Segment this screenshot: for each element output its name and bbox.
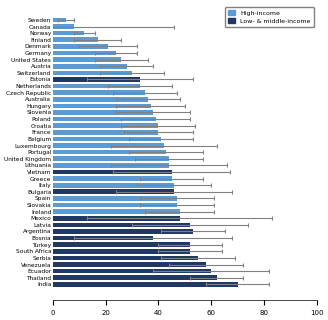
Bar <box>53 216 180 220</box>
Bar <box>53 77 140 82</box>
Bar <box>53 276 216 280</box>
Bar <box>53 37 98 42</box>
Bar <box>53 110 153 115</box>
Bar <box>53 189 174 194</box>
Bar <box>53 18 66 22</box>
Bar <box>53 163 169 168</box>
Bar <box>53 143 164 148</box>
Bar <box>53 130 158 135</box>
Bar <box>53 176 172 181</box>
Bar <box>53 64 127 68</box>
Bar <box>53 156 169 161</box>
Bar <box>53 124 158 128</box>
Legend: High-income, Low- & middle-income: High-income, Low- & middle-income <box>225 7 314 27</box>
Bar <box>53 229 193 234</box>
Bar <box>53 84 140 88</box>
Bar <box>53 256 198 260</box>
Bar <box>53 222 190 227</box>
Bar <box>53 183 174 188</box>
Bar <box>53 44 108 49</box>
Bar <box>53 170 172 174</box>
Bar <box>53 269 211 273</box>
Bar <box>53 51 116 55</box>
Bar <box>53 282 238 287</box>
Bar <box>53 70 132 75</box>
Bar <box>53 249 190 254</box>
Bar <box>53 137 161 141</box>
Bar <box>53 242 190 247</box>
Bar <box>53 57 121 62</box>
Bar <box>53 90 145 95</box>
Bar <box>53 97 148 101</box>
Bar <box>53 117 156 121</box>
Bar <box>53 203 177 207</box>
Bar <box>53 236 153 240</box>
Bar <box>53 104 151 108</box>
Bar <box>53 31 84 36</box>
Bar <box>53 24 74 29</box>
Bar <box>53 262 206 267</box>
Bar <box>53 150 166 155</box>
Bar <box>53 209 180 214</box>
Bar <box>53 196 177 201</box>
